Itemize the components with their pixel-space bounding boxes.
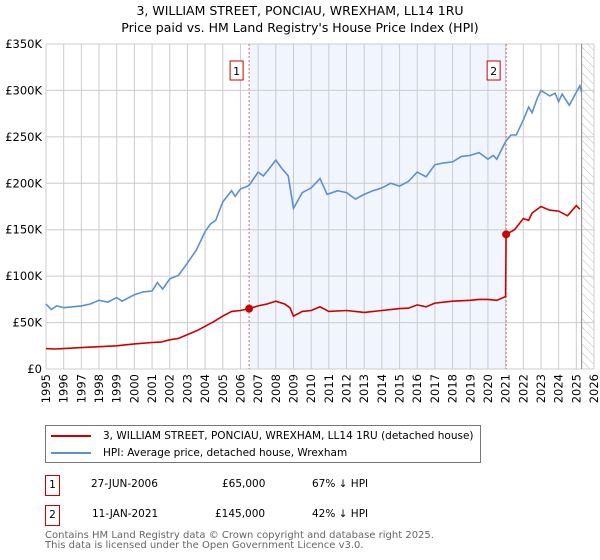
x-tick-label: 2014 xyxy=(375,374,389,403)
y-tick-label: £300K xyxy=(5,83,42,97)
property-price-line xyxy=(45,204,581,350)
transaction-price: £65,000 xyxy=(222,478,266,490)
x-tick-label: 2012 xyxy=(340,374,354,403)
x-tick-label: 1999 xyxy=(110,374,124,403)
shaded-period xyxy=(249,44,507,369)
x-tick-label: 2007 xyxy=(251,374,265,403)
transaction-date: 27-JUN-2006 xyxy=(91,478,158,490)
transaction-marker: 2 xyxy=(45,505,60,526)
sale-point xyxy=(245,304,254,313)
x-tick-label: 2020 xyxy=(481,374,495,403)
footer: Contains HM Land Registry data © Crown c… xyxy=(45,531,434,551)
x-tick-label: 2005 xyxy=(216,374,230,403)
sale-annotation-box xyxy=(486,60,501,81)
y-tick-label: £250K xyxy=(5,130,42,144)
sale-annotation-label: 2 xyxy=(490,65,497,78)
price-chart: £0 £50K £100K £150K £200K £250K £300K £350K 1995… xyxy=(5,37,600,403)
legend-blue-line xyxy=(51,452,91,454)
y-tick-label: £350K xyxy=(5,37,42,51)
x-tick-label: 2025 xyxy=(569,374,583,403)
x-tick-label: 2024 xyxy=(552,374,566,403)
y-tick-label: £100K xyxy=(5,269,42,283)
y-tick-label: £50K xyxy=(13,316,43,330)
x-tick-label: 2021 xyxy=(499,374,513,403)
x-tick-label: 2010 xyxy=(304,374,318,403)
x-tick-label: 2022 xyxy=(516,374,530,403)
x-tick-label: 2019 xyxy=(463,374,477,403)
x-tick-label: 2023 xyxy=(534,374,548,403)
transaction-hpi: 42% ↓ HPI xyxy=(312,508,369,520)
legend-property-label: 3, WILLIAM STREET, PONCIAU, WREXHAM, LL1… xyxy=(103,430,474,442)
legend-red-line xyxy=(51,435,91,437)
forecast-hatch xyxy=(581,44,594,369)
legend-hpi-label: HPI: Average price, detached house, Wrex… xyxy=(103,447,348,459)
x-tick-label: 2003 xyxy=(180,374,194,403)
x-tick-label: 2013 xyxy=(357,374,371,403)
y-tick-label: £200K xyxy=(5,176,42,190)
y-tick-label: £0 xyxy=(27,362,42,376)
x-tick-label: 2009 xyxy=(286,374,300,403)
footer-line-1: Contains HM Land Registry data © Crown c… xyxy=(45,530,434,541)
transaction-hpi: 67% ↓ HPI xyxy=(312,478,369,490)
transaction-date: 11-JAN-2021 xyxy=(92,508,159,520)
sale-annotation-label: 1 xyxy=(233,65,240,78)
transaction-price: £145,000 xyxy=(215,508,266,520)
x-tick-label: 2002 xyxy=(163,374,177,403)
x-tick-label: 2001 xyxy=(145,374,159,403)
x-tick-label: 2006 xyxy=(233,374,247,403)
y-tick-label: £150K xyxy=(5,223,42,237)
x-tick-label: 1995 xyxy=(39,374,53,403)
x-tick-label: 2017 xyxy=(428,374,442,403)
x-tick-label: 2016 xyxy=(410,374,424,403)
transaction-marker: 1 xyxy=(45,475,60,496)
legend: 3, WILLIAM STREET, PONCIAU, WREXHAM, LL1… xyxy=(45,425,481,463)
chart-subtitle: Price paid vs. HM Land Registry's House … xyxy=(121,20,479,35)
x-tick-label: 2004 xyxy=(198,374,212,403)
sale-annotation-box xyxy=(229,60,244,81)
x-tick-label: 1996 xyxy=(57,374,71,403)
sale-point xyxy=(502,230,511,239)
x-tick-label: 2011 xyxy=(322,374,336,403)
x-tick-label: 2015 xyxy=(393,374,407,403)
x-tick-label: 2008 xyxy=(269,374,283,403)
x-tick-label: 2000 xyxy=(127,374,141,403)
x-tick-label: 1998 xyxy=(92,374,106,403)
chart-title: 3, WILLIAM STREET, PONCIAU, WREXHAM, LL1… xyxy=(136,3,464,18)
x-tick-label: 2026 xyxy=(587,374,600,403)
x-tick-label: 2018 xyxy=(446,374,460,403)
hpi-line xyxy=(45,83,583,311)
x-tick-label: 1997 xyxy=(74,374,88,403)
footer-line-2: This data is licensed under the Open Gov… xyxy=(45,540,364,551)
